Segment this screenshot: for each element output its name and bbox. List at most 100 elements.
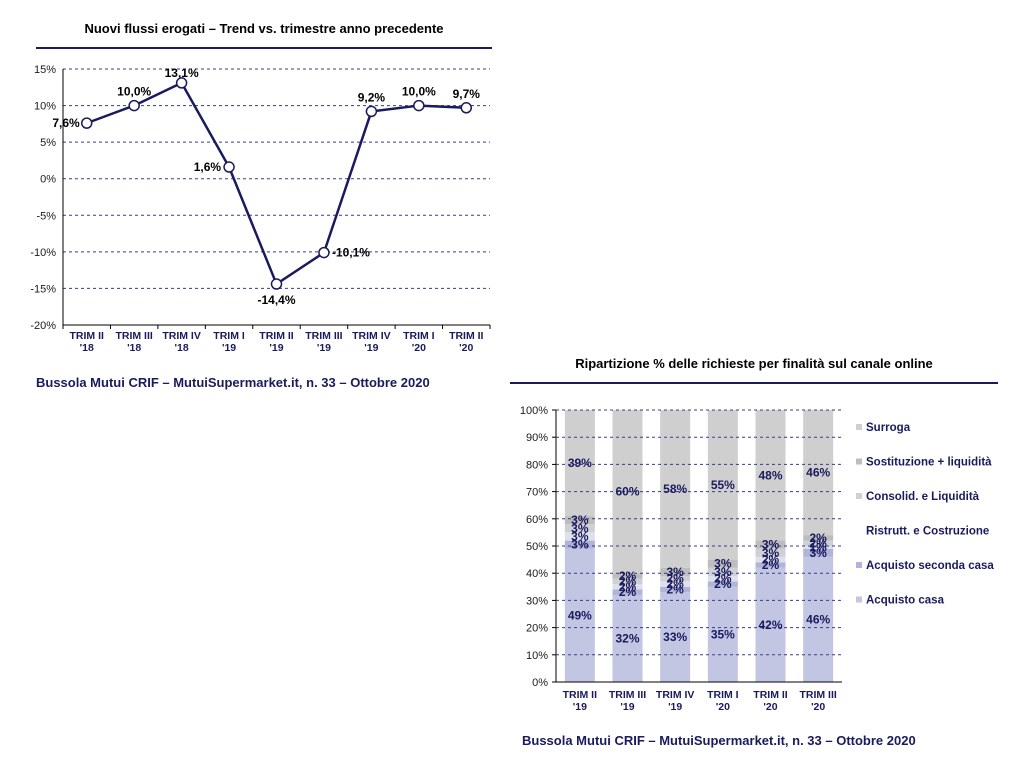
bar-segment-label: 2%: [619, 569, 637, 583]
bar-segment-label: 3%: [714, 557, 732, 571]
legend-swatch: [856, 493, 862, 499]
legend-label: Acquisto seconda casa: [866, 560, 994, 572]
bar-segment: [612, 578, 643, 585]
bar-segment: [660, 410, 691, 568]
bar-segment: [707, 575, 738, 582]
line-data-label: 9,7%: [453, 87, 481, 101]
bar-segment-label: 2%: [666, 583, 684, 597]
line-data-label: 7,6%: [52, 116, 80, 130]
line-chart: 15% 10% 5% 0% -5% -10% -15% -20% TRIM II '18 TRIM …: [30, 64, 491, 354]
bar-ytick-label: 60%: [526, 514, 548, 526]
bar-chart-title: Ripartizione % delle richieste per final…: [575, 356, 933, 371]
line-ytick-label: 10%: [34, 101, 56, 113]
bar-segment: [612, 594, 643, 682]
bar-ytick-label: 20%: [526, 623, 548, 635]
bar-segment: [612, 573, 643, 579]
line-data-label: -14,4%: [257, 293, 295, 307]
bar-segment-label: 3%: [762, 546, 780, 560]
bar-segment-label: 2%: [762, 558, 780, 572]
bar-segment-label: 2%: [619, 580, 637, 594]
line-point: [460, 102, 473, 114]
bar-xtick-label: TRIM II '19: [563, 689, 597, 713]
bar-xtick-label: TRIM II '20: [753, 689, 787, 713]
bar-segment: [660, 581, 691, 587]
bar-segment-label: 3%: [666, 565, 684, 579]
bar-segment-label: 2%: [619, 585, 637, 599]
bar-segment-label: 3%: [571, 521, 589, 535]
bar-ytick-label: 70%: [526, 487, 548, 499]
bar-xtick-label: TRIM III '19: [609, 689, 646, 713]
line-chart-source: Bussola Mutui CRIF – MutuiSupermarket.it…: [36, 375, 430, 390]
legend-label: Acquisto casa: [866, 595, 945, 607]
bar-segment-label: 42%: [758, 618, 782, 632]
line-ytick-label: 5%: [40, 137, 56, 149]
line-xtick-label: TRIM III '19: [305, 330, 342, 354]
bar-xtick-label: TRIM III '20: [799, 689, 836, 713]
line-point: [270, 278, 283, 290]
bar-segment-label: 46%: [806, 466, 830, 480]
bar-ytick-label: 30%: [526, 595, 548, 607]
line-xtick-label: TRIM II '19: [259, 330, 293, 354]
bar-segment: [707, 559, 738, 568]
line-point: [365, 105, 378, 118]
bar-segment: [803, 546, 834, 549]
bar-segment-label: 35%: [711, 627, 735, 641]
bar-segment: [707, 567, 738, 576]
legend-swatch: [856, 596, 862, 603]
line-data-label: 1,6%: [194, 160, 222, 174]
bar-segment-label: 2%: [762, 553, 780, 567]
bar-segment-label: 32%: [615, 631, 639, 645]
bar-ytick-label: 40%: [526, 568, 548, 580]
legend-swatch: [856, 562, 862, 568]
line-ytick-label: 0%: [40, 174, 56, 186]
line-series: [86, 81, 467, 286]
bar-segment: [660, 592, 691, 682]
line-data-label: 10,0%: [117, 85, 151, 99]
bar-segment: [564, 516, 595, 525]
bar-segment-label: 2%: [714, 577, 732, 591]
legend-swatch: [856, 424, 862, 430]
line-xtick-label: TRIM II '20: [449, 330, 483, 354]
bar-segment: [660, 575, 691, 582]
line-data-label: 13,1%: [165, 66, 199, 80]
bar-segment-label: 2%: [714, 572, 732, 586]
line-data-label: 10,0%: [402, 85, 436, 99]
bar-segment-label: 58%: [663, 482, 687, 496]
line-ytick-label: -10%: [30, 247, 56, 259]
bar-segment: [755, 556, 786, 563]
bar-ytick-label: 10%: [526, 650, 548, 662]
bar-ytick-label: 50%: [526, 541, 548, 553]
legend-label: Sostituzione + liquidità: [866, 457, 992, 469]
bar-segment: [564, 540, 595, 549]
bar-segment: [564, 524, 595, 533]
bar-segment: [707, 581, 738, 587]
line-xtick-label: TRIM IV '18: [162, 330, 201, 354]
bar-segment: [564, 410, 595, 517]
bar-segment-label: 46%: [806, 612, 830, 626]
bar-segment: [660, 586, 691, 593]
bar-ytick-label: 0%: [532, 677, 548, 689]
bar-segment-label: 48%: [758, 468, 782, 482]
line-xtick-label: TRIM I '19: [213, 330, 245, 354]
bar-segment: [612, 589, 643, 595]
bar-segment: [707, 586, 738, 682]
bar-segment-label: 3%: [714, 565, 732, 579]
legend-label: Consolid. e Liquidità: [866, 491, 980, 503]
bar-segment: [803, 540, 834, 546]
bar-segment: [564, 532, 595, 541]
bar-segment: [612, 584, 643, 590]
line-xtick-label: TRIM II '18: [70, 330, 104, 354]
bar-segment: [660, 567, 691, 576]
line-chart-title: Nuovi flussi erogati – Trend vs. trimest…: [84, 21, 443, 36]
bar-segment: [755, 567, 786, 682]
line-ytick-label: -5%: [36, 210, 56, 222]
bar-segment: [755, 562, 786, 568]
bar-ytick-label: 100%: [520, 405, 548, 417]
bar-segment-label: 2%: [619, 574, 637, 588]
bar-segment-label: 3%: [809, 546, 827, 560]
legend-swatch: [856, 458, 862, 465]
bar-segment-label: 3%: [571, 513, 589, 527]
bar-segment-label: 3%: [571, 529, 589, 543]
bar-segment: [803, 548, 834, 557]
bar-segment: [755, 548, 786, 557]
